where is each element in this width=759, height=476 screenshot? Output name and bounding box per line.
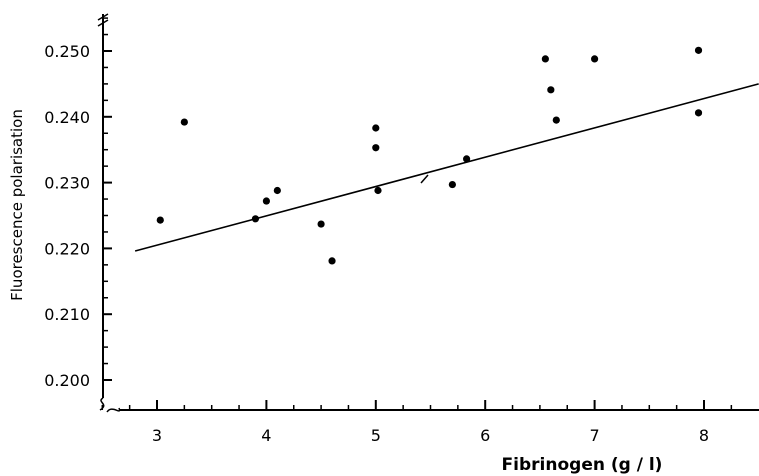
y-tick-label: 0.240 bbox=[44, 108, 90, 127]
data-point bbox=[694, 109, 703, 117]
axis-break-top bbox=[97, 13, 109, 27]
data-point bbox=[552, 116, 560, 124]
data-point bbox=[317, 220, 325, 228]
data-point bbox=[372, 144, 380, 152]
data-point bbox=[541, 55, 549, 63]
data-point bbox=[372, 124, 380, 132]
data-point bbox=[180, 118, 188, 126]
chart-axes: 0.200 0.210 0.220 0.230 0.240 0.250 3 4 5 6 7 8 bbox=[44, 13, 759, 445]
data-point bbox=[156, 216, 164, 224]
line-break-mark bbox=[420, 174, 429, 184]
chart-marks bbox=[134, 46, 759, 265]
data-point bbox=[448, 180, 456, 189]
data-point bbox=[463, 155, 471, 163]
regression-line bbox=[134, 83, 759, 252]
data-point bbox=[374, 186, 382, 195]
data-point bbox=[591, 55, 599, 63]
data-point bbox=[262, 197, 270, 205]
x-tick-label: 3 bbox=[152, 426, 162, 445]
data-point bbox=[547, 86, 555, 94]
data-point bbox=[328, 257, 336, 265]
data-point bbox=[273, 186, 281, 195]
data-point bbox=[694, 46, 703, 54]
y-axis-label: Fluorescence polarisation bbox=[8, 109, 26, 301]
y-tick-label: 0.230 bbox=[44, 174, 90, 193]
y-tick-label: 0.210 bbox=[44, 305, 90, 324]
y-tick-label: 0.220 bbox=[44, 239, 90, 258]
x-tick-label: 7 bbox=[590, 426, 600, 445]
y-tick-label: 0.200 bbox=[44, 371, 90, 390]
x-tick-label: 4 bbox=[261, 426, 271, 445]
x-tick-label: 8 bbox=[699, 426, 709, 445]
x-tick-label: 5 bbox=[371, 426, 381, 445]
x-tick-label: 6 bbox=[480, 426, 490, 445]
data-point bbox=[251, 215, 260, 223]
y-tick-label: 0.250 bbox=[44, 42, 90, 61]
x-axis-label: Fibrinogen (g / l) bbox=[502, 455, 663, 475]
